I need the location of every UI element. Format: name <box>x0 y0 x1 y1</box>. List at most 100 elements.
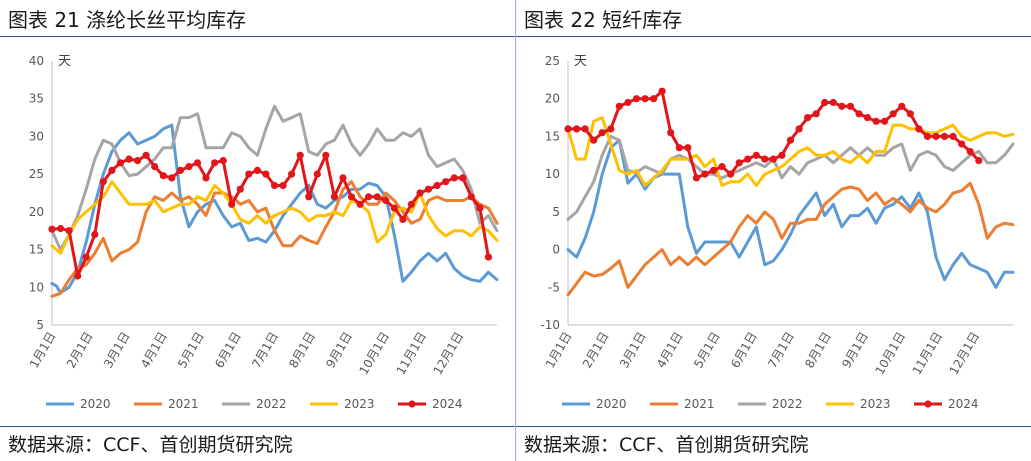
x-tick-label: 6月1日 <box>212 330 244 371</box>
data-point-2024 <box>744 155 752 163</box>
y-tick-label: -10 <box>540 318 560 332</box>
data-point-2024 <box>484 253 492 261</box>
data-point-2024 <box>940 132 949 140</box>
data-point-2024 <box>236 185 244 193</box>
legend-label-2021: 2021 <box>684 397 715 411</box>
y-unit-label: 天 <box>58 54 71 69</box>
data-point-2024 <box>812 110 820 118</box>
data-point-2024 <box>598 129 606 137</box>
y-tick-label: 35 <box>29 92 44 106</box>
data-point-2024 <box>330 193 338 201</box>
x-tick-label: 5月1日 <box>691 330 723 371</box>
legend-label-2023: 2023 <box>344 397 375 411</box>
data-point-2024 <box>667 129 675 137</box>
y-tick-label: 5 <box>552 205 560 219</box>
data-point-2024 <box>279 181 287 190</box>
data-point-2024 <box>701 170 709 178</box>
series-line-2022 <box>566 134 1015 221</box>
data-point-2024 <box>365 193 373 201</box>
data-point-2024 <box>108 166 116 174</box>
y-tick-label: 5 <box>36 318 44 332</box>
data-point-2024 <box>650 95 658 103</box>
data-point-2024 <box>356 200 364 208</box>
data-point-2024 <box>382 196 390 205</box>
y-tick-label: 0 <box>552 243 560 257</box>
data-point-2024 <box>709 166 718 174</box>
data-point-2024 <box>99 178 107 186</box>
legend-label-2020: 2020 <box>80 397 111 411</box>
data-point-2024 <box>898 102 906 110</box>
data-point-2024 <box>211 159 219 167</box>
x-tick-label: 1月1日 <box>543 330 575 371</box>
data-point-2024 <box>966 147 974 156</box>
data-point-2024 <box>407 200 415 208</box>
y-tick-label: 20 <box>545 92 560 106</box>
series-line-2024 <box>50 153 490 278</box>
x-tick-label: 5月1日 <box>175 330 207 371</box>
data-point-2024 <box>339 174 347 182</box>
data-point-2024 <box>433 181 441 190</box>
data-point-2024 <box>142 151 150 159</box>
data-point-2024 <box>675 144 683 152</box>
legend-label-2024: 2024 <box>948 397 979 411</box>
data-point-2024 <box>245 170 253 178</box>
data-point-2024 <box>296 151 304 159</box>
data-point-2024 <box>74 272 82 280</box>
x-tick-label: 7月1日 <box>249 330 281 371</box>
series-line-2020 <box>50 123 499 295</box>
data-point-2024 <box>442 178 450 186</box>
data-point-2024 <box>838 102 846 110</box>
data-point-2024 <box>151 163 159 171</box>
data-point-2024 <box>846 102 854 110</box>
data-point-2024 <box>958 140 966 148</box>
data-point-2024 <box>615 102 623 110</box>
y-tick-label: -5 <box>548 280 560 294</box>
data-point-2024 <box>906 110 914 118</box>
data-point-2024 <box>752 151 760 159</box>
data-point-2024 <box>202 174 210 182</box>
data-point-2024 <box>322 151 330 159</box>
x-tick-label: 9月1日 <box>839 330 871 371</box>
data-point-2024 <box>373 193 381 201</box>
data-point-2024 <box>761 155 769 163</box>
data-point-2024 <box>795 125 803 133</box>
series-line-2023 <box>50 180 499 255</box>
x-tick-label: 8月1日 <box>802 330 834 371</box>
legend-label-2020: 2020 <box>596 397 627 411</box>
y-tick-label: 25 <box>29 167 44 181</box>
legend-label-2022: 2022 <box>256 397 287 411</box>
legend-label-2023: 2023 <box>860 397 891 411</box>
data-source: 数据来源：CCF、首创期货研究院 <box>8 434 293 456</box>
x-tick-label: 12月1日 <box>431 330 467 378</box>
panel-separator <box>515 0 516 461</box>
data-point-2024 <box>82 253 90 261</box>
y-tick-label: 30 <box>29 129 44 143</box>
x-tick-label: 4月1日 <box>138 330 170 371</box>
data-point-2024 <box>889 110 897 118</box>
data-point-2024 <box>872 117 880 125</box>
data-point-2024 <box>718 163 726 171</box>
data-point-2024 <box>881 117 889 125</box>
data-point-2024 <box>607 125 615 133</box>
data-point-2024 <box>641 95 649 103</box>
data-point-2024 <box>399 215 407 223</box>
data-point-2024 <box>253 166 261 174</box>
data-point-2024 <box>125 155 133 163</box>
legend-label-2021: 2021 <box>168 397 199 411</box>
x-tick-label: 6月1日 <box>728 330 760 371</box>
series-line-2021 <box>566 181 1015 297</box>
y-tick-label: 40 <box>29 54 44 68</box>
data-source: 数据来源：CCF、首创期货研究院 <box>524 434 809 456</box>
series-line-2020 <box>566 138 1015 289</box>
data-point-2024 <box>159 172 167 180</box>
data-point-2024 <box>829 98 837 107</box>
x-tick-label: 11月1日 <box>394 330 430 378</box>
x-tick-label: 4月1日 <box>654 330 686 371</box>
data-point-2024 <box>769 155 777 163</box>
data-point-2024 <box>624 98 632 107</box>
data-point-2024 <box>262 170 270 178</box>
y-tick-label: 25 <box>545 54 560 68</box>
data-point-2024 <box>313 170 321 178</box>
data-point-2024 <box>288 170 296 178</box>
data-point-2024 <box>134 157 142 165</box>
